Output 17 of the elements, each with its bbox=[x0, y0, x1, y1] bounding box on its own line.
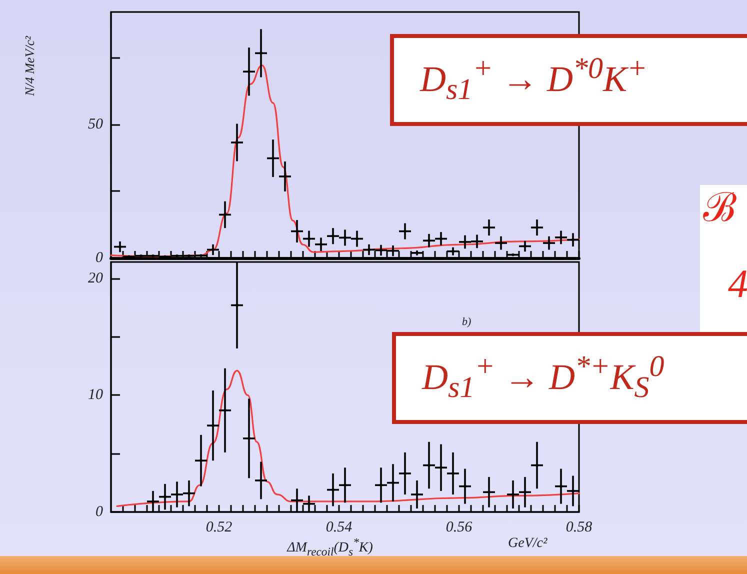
annotation: D$_{s1}$$^{+}$ → D$^{*0}$K$^{+}$ bbox=[420, 52, 648, 108]
label-box: D$_{s1}$$^{+}$ → D$^{*0}$K$^{+}$ bbox=[390, 34, 747, 126]
y-tick-label: 10 bbox=[88, 387, 104, 404]
y-tick-label: 20 bbox=[88, 270, 104, 286]
x-axis-title: ΔM$_{recoil}$(D$_{s}$$^{*}$K) bbox=[286, 536, 374, 558]
y-tick-label: 0 bbox=[96, 250, 104, 266]
text: 4 bbox=[728, 261, 747, 306]
text: GeV/c² bbox=[508, 536, 548, 552]
y-tick-label: 0 bbox=[96, 504, 104, 520]
x-tick-label: 0.58 bbox=[566, 520, 593, 536]
annotation: b) bbox=[462, 316, 472, 328]
x-tick-label: 0.54 bbox=[326, 520, 353, 536]
text: ℬ bbox=[703, 185, 737, 230]
y-axis-title: N/4 MeV/c² bbox=[22, 34, 38, 98]
x-tick-label: 0.56 bbox=[446, 520, 473, 536]
y-tick-label: 50 bbox=[88, 116, 104, 132]
x-tick-label: 0.52 bbox=[206, 520, 233, 536]
